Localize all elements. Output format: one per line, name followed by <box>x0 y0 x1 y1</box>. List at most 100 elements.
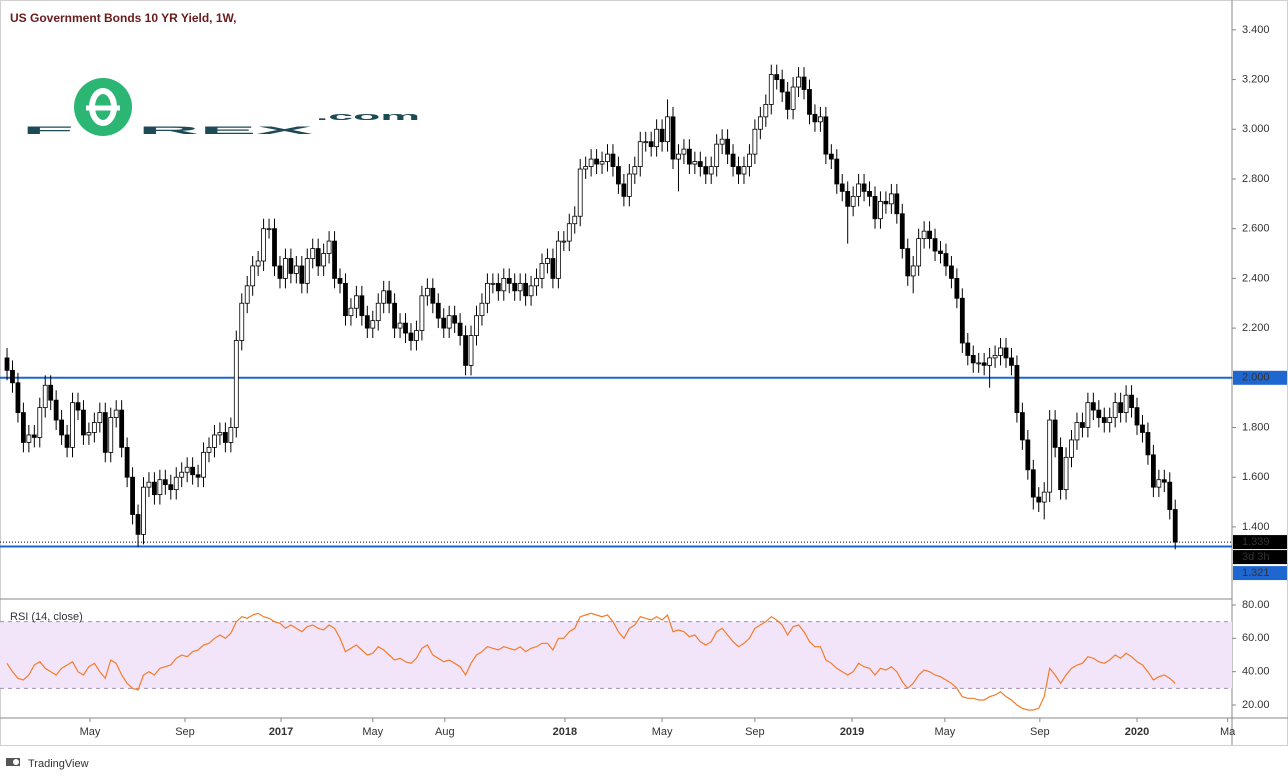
candle-body <box>108 417 114 453</box>
candle-body <box>506 277 512 284</box>
candle-body <box>938 250 943 254</box>
candle-body <box>490 282 496 285</box>
candle-body <box>932 238 938 252</box>
candle-body <box>1047 419 1053 493</box>
candle-body <box>1145 432 1151 456</box>
candle-body <box>91 422 97 433</box>
y-tick-label: 2.200 <box>1242 322 1270 334</box>
candle-body <box>146 481 152 488</box>
candle-body <box>1080 422 1085 428</box>
candle-body <box>386 290 392 304</box>
logo-suffix: .com <box>316 111 421 123</box>
candle-body <box>1036 496 1042 503</box>
candle-body <box>485 282 490 304</box>
candle-body <box>676 153 681 160</box>
candle-body <box>1112 402 1118 418</box>
candle-body <box>321 253 327 267</box>
candle-body <box>1009 357 1014 366</box>
candle-body <box>1063 456 1069 491</box>
candle-body <box>1150 454 1156 488</box>
candle-body <box>119 409 125 448</box>
candle-body <box>616 166 621 185</box>
candle-body <box>861 183 867 192</box>
candle-body <box>113 409 119 418</box>
candle-body <box>15 382 21 413</box>
candle-body <box>850 195 856 207</box>
candle-body <box>195 474 201 478</box>
candle-body <box>326 240 332 254</box>
candle-body <box>141 486 146 535</box>
candle-body <box>501 277 507 292</box>
candle-body <box>976 362 982 365</box>
y-tick-label: 3.000 <box>1242 123 1270 135</box>
candle-body <box>463 335 468 366</box>
x-tick-label: Sep <box>175 726 195 738</box>
candle-body <box>632 166 638 175</box>
candle-body <box>337 277 343 284</box>
candle-body <box>190 466 196 476</box>
y-tick-label: 1.400 <box>1242 521 1270 533</box>
candle-body <box>201 451 206 478</box>
candle-body <box>261 228 266 262</box>
candle-body <box>517 282 523 292</box>
candle-body <box>250 265 256 287</box>
y-tick-label: 3.400 <box>1242 24 1270 36</box>
candle-body <box>1118 402 1124 413</box>
x-tick-label: 2020 <box>1125 726 1149 738</box>
rsi-tick-label: 40.00 <box>1242 666 1270 678</box>
candle-body <box>468 335 474 366</box>
candle-body <box>605 153 610 162</box>
y-tick-label: 1.800 <box>1242 421 1270 433</box>
candle-body <box>981 362 987 366</box>
candle-body <box>315 248 321 267</box>
candle-body <box>233 340 239 428</box>
candle-body <box>375 302 381 322</box>
candle-body <box>626 173 632 197</box>
candle-body <box>703 166 709 175</box>
candle-body <box>1107 417 1113 423</box>
candle-body <box>424 287 430 297</box>
rsi-tick-label: 60.00 <box>1242 632 1270 644</box>
candle-body <box>599 161 605 165</box>
candle-body <box>495 282 501 292</box>
candle-body <box>719 138 725 145</box>
candle-body <box>184 466 190 473</box>
candle-body <box>64 434 70 448</box>
candle-body <box>26 434 32 443</box>
candle-body <box>364 315 370 329</box>
candle-body <box>654 128 660 148</box>
candle-body <box>839 183 845 192</box>
candle-body <box>359 295 365 317</box>
candle-body <box>681 148 687 155</box>
candle-body <box>910 265 916 277</box>
last-price-label: 1.339 <box>1242 536 1270 548</box>
candle-body <box>1003 347 1009 359</box>
candle-body <box>42 384 48 409</box>
candle-body <box>1172 509 1178 543</box>
candle-body <box>594 158 599 165</box>
candle-body <box>244 285 250 304</box>
candle-body <box>97 412 103 423</box>
candle-body <box>31 434 37 438</box>
candle-body <box>686 148 692 165</box>
rsi-tick-label: 20.00 <box>1242 699 1270 711</box>
candle-body <box>1129 394 1134 409</box>
candle-body <box>1052 419 1058 448</box>
y-tick-label: 3.200 <box>1242 73 1270 85</box>
candle-body <box>102 412 108 453</box>
candle-body <box>741 166 747 175</box>
x-tick-label: Aug <box>435 726 455 738</box>
brand-icon <box>13 759 19 765</box>
level-label: 2.000 <box>1242 372 1270 384</box>
brand: TradingView <box>28 758 89 770</box>
candle-body <box>768 74 774 105</box>
candle-body <box>823 116 829 155</box>
y-tick-label: 2.600 <box>1242 223 1270 235</box>
candle-body <box>1041 491 1047 503</box>
candle-body <box>894 193 900 215</box>
candle-body <box>790 86 796 110</box>
candle-body <box>899 213 905 249</box>
y-tick-label: 2.400 <box>1242 272 1270 284</box>
candle-body <box>779 79 785 93</box>
